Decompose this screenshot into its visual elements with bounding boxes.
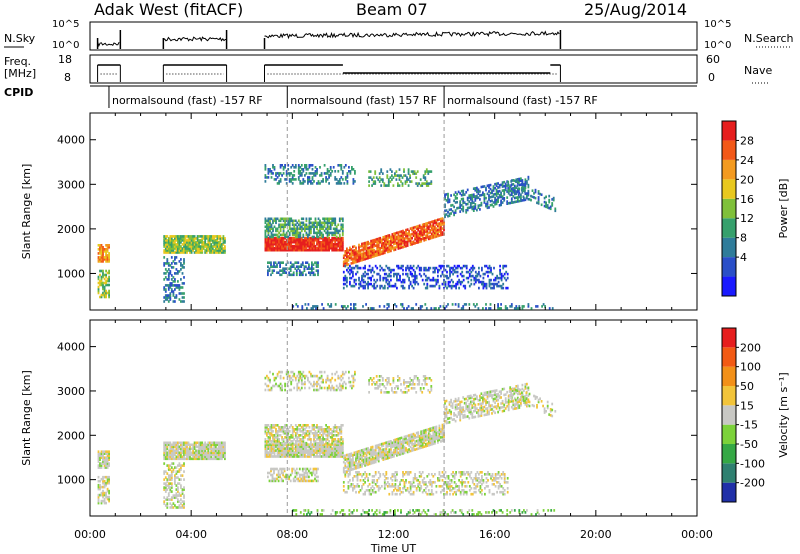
colorbar-bin (722, 179, 736, 199)
colorbar-bin (722, 347, 736, 367)
colorbar-bin (722, 444, 736, 464)
nsearch-label: N.Search (744, 32, 794, 45)
y-tick-label: 3000 (57, 385, 85, 398)
x-tick-label: 16:00 (479, 528, 511, 541)
x-tick-label: 00:00 (74, 528, 106, 541)
freq-tick-low: 8 (64, 71, 71, 84)
colorbar-bin (722, 159, 736, 180)
colorbar-tick-label: -15 (740, 419, 758, 432)
y-axis-label: Slant Range [km] (20, 164, 33, 260)
nsky-tick-high: 10^5 (52, 19, 79, 30)
nsky-panel (89, 21, 698, 51)
power-echo-cells (97, 164, 557, 310)
colorbar-tick-label: 28 (740, 134, 754, 147)
freq-panel (89, 54, 698, 84)
nsky-label: N.Sky (4, 32, 36, 45)
colorbar-tick-label: 100 (740, 361, 761, 374)
colorbar-bin (722, 463, 736, 483)
colorbar-label: Power [dB] (777, 179, 790, 239)
y-tick-label: 4000 (57, 134, 85, 147)
colorbar-tick-label: 4 (740, 251, 747, 264)
velocity-echo-cells (97, 370, 557, 516)
nave-label: Nave (744, 64, 773, 77)
nsky-trace (163, 36, 227, 42)
nsearch-tick-low: 10^0 (704, 40, 731, 51)
colorbar-bin (722, 237, 736, 258)
freq-tick-high: 18 (58, 53, 72, 66)
colorbar-tick-label: 200 (740, 341, 761, 354)
cpid-segment-label: normalsound (fast) -157 RF (447, 94, 598, 107)
colorbar-bin (722, 140, 736, 160)
freq-unit-label: [MHz] (4, 67, 37, 80)
x-tick-label: 00:00 (681, 528, 713, 541)
colorbar-bin (722, 482, 736, 502)
y-tick-label: 3000 (57, 178, 85, 191)
colorbar-bin (722, 121, 736, 141)
x-tick-label: 08:00 (276, 528, 308, 541)
colorbar-bin (722, 218, 736, 238)
colorbar-tick-label: 8 (740, 232, 747, 245)
radar-title: Adak West (fitACF) (94, 0, 244, 19)
colorbar-tick-label: 20 (740, 173, 754, 186)
nave-tick-high: 60 (706, 53, 720, 66)
colorbar-bin (722, 366, 736, 386)
colorbar-bin (722, 405, 736, 425)
colorbar-tick-label: 15 (740, 399, 754, 412)
colorbar-tick-label: 16 (740, 193, 754, 206)
cpid-label: CPID (4, 86, 34, 99)
colorbar-frame (721, 327, 737, 503)
colorbar-label: Velocity [m s⁻¹] (777, 372, 790, 457)
colorbar-tick-label: -50 (740, 438, 758, 451)
velocity-panel-frame (89, 319, 698, 517)
y-tick-label: 2000 (57, 223, 85, 236)
nsky-tick-low: 10^0 (52, 40, 79, 51)
colorbar-tick-label: 12 (740, 212, 754, 225)
nsky-trace (264, 30, 560, 40)
x-tick-label: 20:00 (580, 528, 612, 541)
colorbar-tick-label: 24 (740, 154, 754, 167)
colorbar-bin (722, 198, 736, 219)
x-axis-label: Time UT (370, 542, 416, 554)
nsky-trace (97, 41, 120, 48)
colorbar-bin (722, 276, 736, 296)
y-axis-label: Slant Range [km] (20, 370, 33, 466)
colorbar-tick-label: -100 (740, 457, 765, 470)
colorbar-frame (721, 120, 737, 297)
colorbar-bin (722, 386, 736, 406)
y-tick-label: 1000 (57, 267, 85, 280)
x-tick-label: 12:00 (378, 528, 410, 541)
colorbar-tick-label: -200 (740, 477, 765, 490)
x-tick-label: 04:00 (175, 528, 207, 541)
y-tick-label: 4000 (57, 341, 85, 354)
colorbar-bin (722, 257, 736, 277)
y-tick-label: 2000 (57, 429, 85, 442)
nsearch-tick-high: 10^5 (704, 19, 731, 30)
colorbar-bin (722, 328, 736, 348)
cpid-segment-label: normalsound (fast) 157 RF (290, 94, 437, 107)
beam-label: Beam 07 (356, 0, 428, 19)
nave-tick-low: 0 (708, 71, 715, 84)
cpid-segment-label: normalsound (fast) -157 RF (112, 94, 263, 107)
colorbar-tick-label: 50 (740, 380, 754, 393)
date-label: 25/Aug/2014 (584, 0, 688, 19)
freq-label: Freq. (4, 55, 32, 68)
y-tick-label: 1000 (57, 474, 85, 487)
colorbar-bin (722, 424, 736, 444)
